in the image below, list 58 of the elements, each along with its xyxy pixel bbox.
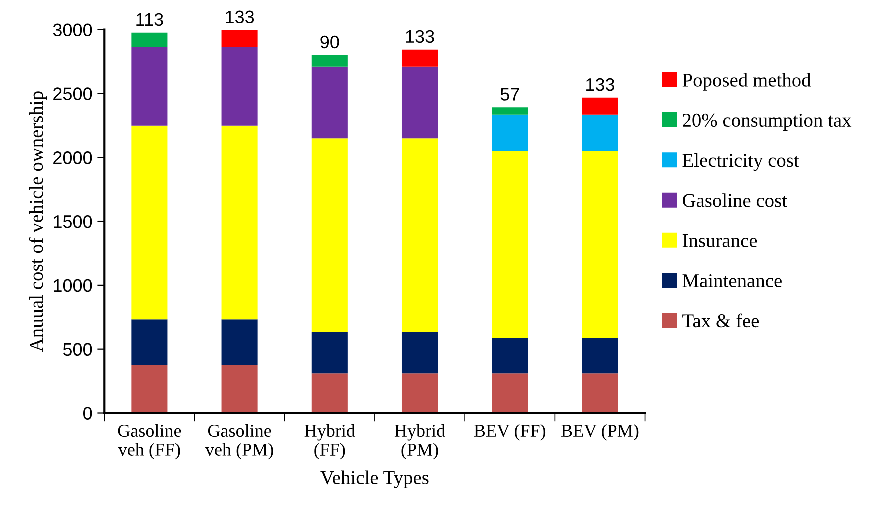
y-tick-label: 1500	[54, 215, 92, 228]
data-label: 113	[136, 13, 164, 26]
bar	[222, 126, 258, 320]
y-tick-label: 500	[63, 343, 92, 356]
y-tick-label: 2500	[54, 88, 92, 100]
bar	[132, 365, 168, 414]
bar	[222, 365, 258, 414]
bar	[402, 332, 438, 374]
legend-label: Maintenance	[682, 274, 782, 288]
bar	[582, 98, 618, 115]
data-label: 133	[586, 78, 614, 92]
legend-label: Insurance	[682, 234, 758, 248]
bar	[492, 108, 528, 115]
x-tick-label: Hybrid (FF)	[304, 424, 356, 460]
bar	[402, 66, 438, 139]
legend-label: Poposed method	[682, 73, 812, 91]
bar	[312, 374, 348, 414]
data-label: 133	[406, 30, 434, 44]
data-label: 57	[500, 88, 520, 101]
bar	[402, 138, 438, 332]
legend-label: Gasoline cost	[683, 194, 788, 208]
bar	[402, 50, 438, 67]
bar	[312, 66, 348, 139]
y-tick-label: 1000	[54, 279, 92, 292]
x-axis-title: Vehicle Types	[320, 470, 429, 488]
bar	[312, 55, 348, 67]
bar	[222, 30, 258, 48]
bar	[132, 47, 168, 126]
bar	[222, 320, 258, 366]
bar	[492, 114, 528, 152]
data-label: 133	[226, 10, 254, 24]
bar	[492, 151, 528, 338]
bar	[582, 151, 618, 338]
x-tick-label: Hybrid (PM)	[394, 424, 446, 460]
x-tick-label: Gasoline veh (PM)	[205, 424, 274, 460]
bar	[492, 338, 528, 374]
legend-label: Tax & fee	[682, 314, 760, 328]
bar	[582, 114, 618, 152]
bar	[582, 338, 618, 374]
bar	[132, 126, 168, 320]
bar	[402, 374, 438, 414]
y-tick-label: 2000	[54, 152, 92, 164]
x-tick-label: BEV (FF)	[474, 424, 546, 441]
legend-label: Electricity cost	[682, 153, 800, 172]
bar	[132, 320, 168, 366]
bar	[312, 138, 348, 332]
bar	[492, 374, 528, 414]
legend-label: 20% consumption tax	[683, 114, 852, 131]
bar	[312, 332, 348, 374]
y-tick-label: 3000	[53, 24, 92, 37]
bar	[132, 32, 168, 48]
y-tick-label: 0	[84, 407, 92, 420]
bar	[222, 47, 258, 126]
y-axis-title: Anuual cost of vehicle ownership	[29, 92, 48, 352]
bar	[582, 374, 618, 414]
x-tick-label: Gasoline veh (FF)	[118, 424, 182, 460]
data-label: 90	[320, 36, 340, 49]
x-tick-label: BEV (PM)	[562, 424, 639, 441]
